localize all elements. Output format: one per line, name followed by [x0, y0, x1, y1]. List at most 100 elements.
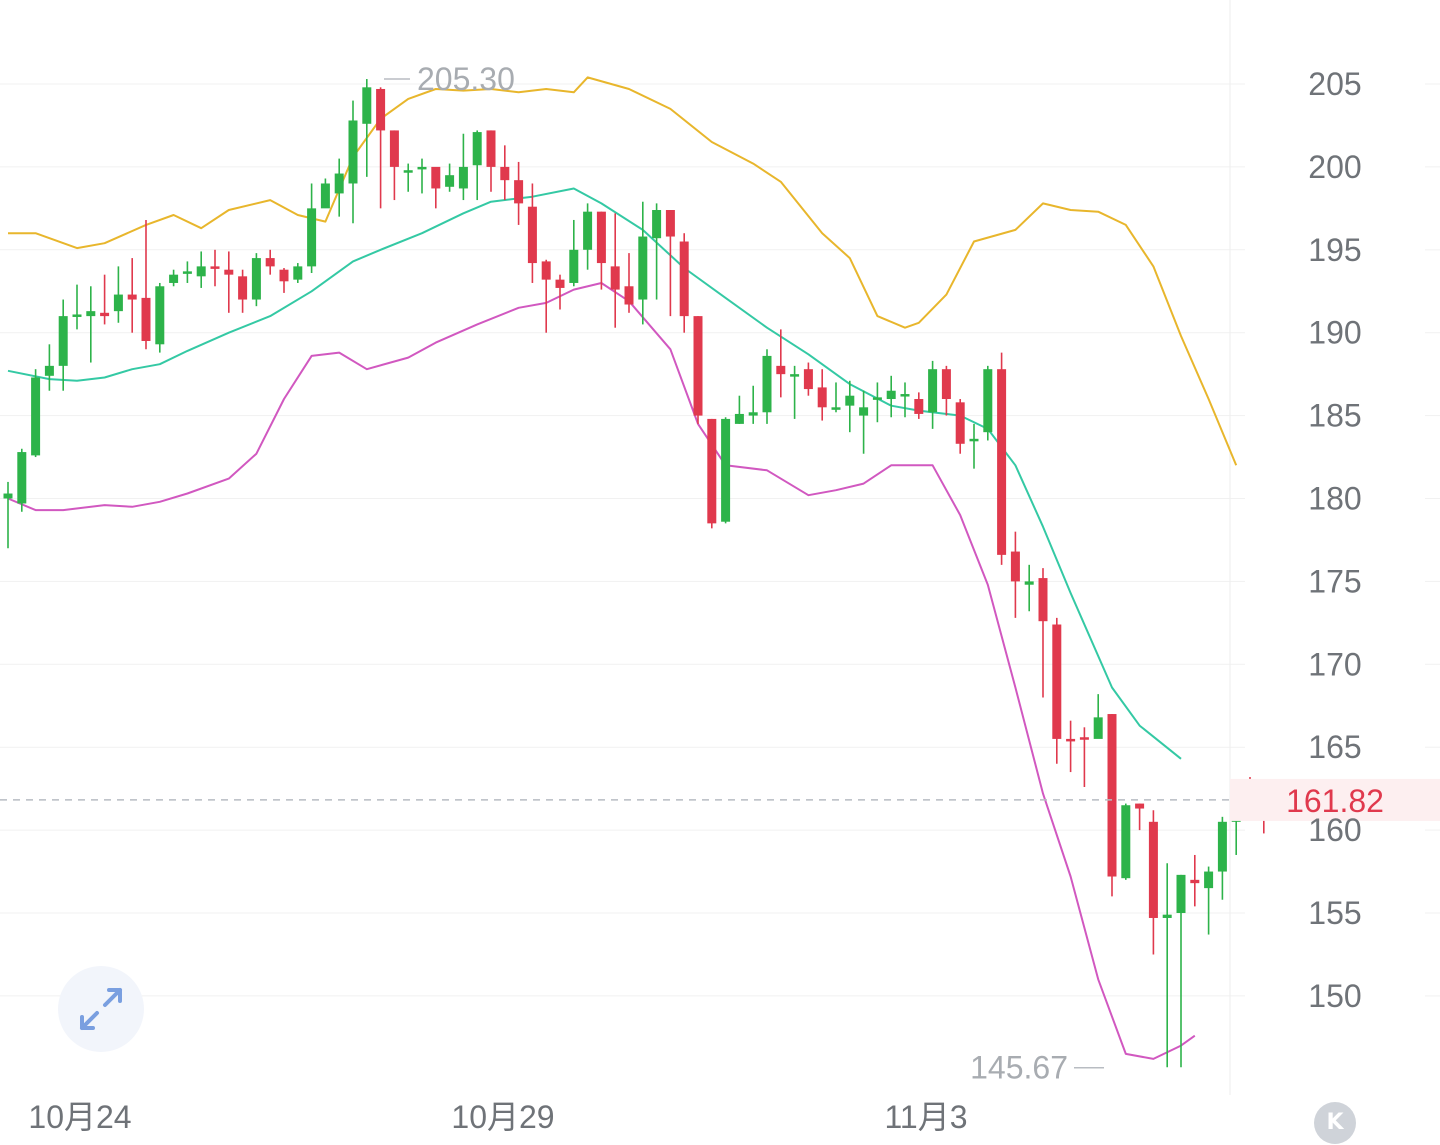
bollinger-bands — [7, 76, 1238, 1060]
candle — [362, 79, 372, 177]
candle-body — [748, 412, 758, 416]
candle-body — [1079, 737, 1089, 740]
candle-body — [693, 316, 703, 416]
expand-icon — [80, 988, 122, 1030]
candle — [900, 382, 910, 418]
candle-body — [665, 210, 675, 237]
candle-body — [803, 369, 813, 390]
candle-body — [555, 279, 565, 288]
candle-body — [113, 294, 123, 312]
candle — [983, 365, 993, 441]
candle-body — [3, 493, 13, 499]
candle — [859, 390, 869, 454]
candle-body — [610, 266, 620, 290]
candle — [555, 274, 565, 310]
candle — [1121, 803, 1131, 880]
last-price-label: 161.82 — [1286, 783, 1384, 819]
candle — [652, 203, 662, 300]
candle-body — [886, 390, 896, 400]
y-tick-label: 155 — [1308, 895, 1361, 931]
y-tick-label: 200 — [1308, 149, 1361, 185]
candle-body — [1204, 871, 1214, 889]
candle-body — [831, 407, 841, 410]
candle-body — [872, 397, 882, 400]
candle-body — [141, 297, 151, 341]
candle — [1052, 617, 1062, 764]
candle-body — [376, 88, 386, 131]
candle-body — [417, 166, 427, 170]
candle — [431, 166, 441, 209]
candle — [293, 263, 303, 283]
candle — [928, 360, 938, 429]
candle-body — [127, 294, 137, 300]
candle — [1038, 568, 1048, 698]
candle — [541, 259, 551, 333]
candle-body — [265, 258, 275, 267]
candle-body — [707, 418, 717, 524]
y-tick-label: 150 — [1308, 978, 1361, 1014]
candle-body — [997, 369, 1007, 555]
candle-body — [1148, 821, 1158, 918]
candle-body — [389, 130, 399, 167]
candle — [955, 399, 965, 454]
candle — [417, 158, 427, 194]
y-tick-label: 165 — [1308, 729, 1361, 765]
candle-body — [44, 365, 54, 376]
candle — [17, 448, 27, 512]
candle — [472, 130, 482, 201]
y-tick-label: 205 — [1308, 66, 1361, 102]
candle — [803, 362, 813, 396]
candle-body — [224, 269, 234, 275]
candle — [734, 395, 744, 424]
candle — [762, 349, 772, 424]
candle-body — [1052, 624, 1062, 739]
candle-body — [1121, 805, 1131, 879]
candle-body — [941, 369, 951, 400]
candle — [596, 211, 606, 290]
candle — [707, 418, 717, 529]
candle — [1079, 727, 1089, 787]
candle-body — [320, 183, 330, 209]
expand-button[interactable] — [58, 966, 144, 1052]
candle — [845, 380, 855, 433]
candle — [693, 316, 703, 424]
candle — [721, 417, 731, 524]
candle — [238, 269, 248, 313]
candle — [127, 258, 137, 333]
candle — [1093, 694, 1103, 739]
candle — [31, 369, 41, 458]
candle-body — [914, 399, 924, 414]
candle-body — [776, 365, 786, 375]
candle — [72, 284, 82, 330]
candle — [817, 369, 827, 421]
candle — [872, 382, 882, 423]
candle-body — [307, 208, 317, 267]
y-axis: 205 200 195 190 185 180 175 170 165 160 155 150 — [1308, 66, 1361, 1014]
high-marker-label: 205.30 — [417, 61, 515, 97]
candle-body — [1024, 581, 1034, 585]
candle-body — [169, 274, 179, 283]
candle — [169, 269, 179, 287]
candle — [1148, 810, 1158, 955]
candle — [679, 233, 689, 333]
k-line-button[interactable]: K — [1314, 1102, 1356, 1144]
candle — [1176, 874, 1186, 1068]
candle-body — [362, 87, 372, 124]
candle-body — [1010, 551, 1020, 582]
candle — [3, 481, 13, 549]
y-tick-label: 185 — [1308, 398, 1361, 434]
candle-body — [17, 452, 27, 504]
candle-body — [762, 355, 772, 413]
candle — [514, 161, 524, 225]
candle-body — [859, 407, 869, 416]
upper-band-line — [8, 76, 1238, 466]
candle — [583, 203, 593, 270]
candle — [389, 130, 399, 201]
candle — [1204, 866, 1214, 935]
candle-body — [31, 377, 41, 456]
candle-body — [928, 369, 938, 413]
candle — [1162, 863, 1172, 1068]
candle-body — [734, 413, 744, 424]
candle-body — [1162, 914, 1172, 918]
